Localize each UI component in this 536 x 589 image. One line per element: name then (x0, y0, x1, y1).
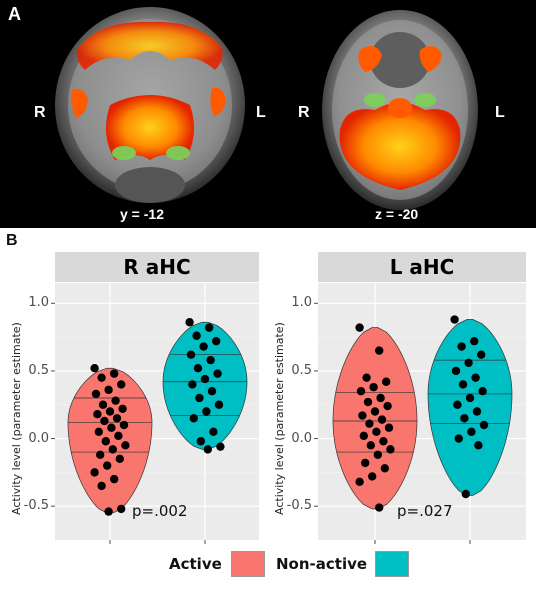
left-side-label-2: R (298, 104, 310, 121)
strip-title-l-ahc: L aHC (389, 255, 455, 279)
legend-swatch-active (231, 551, 265, 577)
y-tick-label: 0.5 (291, 362, 312, 378)
y-tick-label: -0.5 (23, 498, 49, 514)
panel-a-label: A (8, 4, 21, 24)
legend-label-non-active: Non-active (276, 555, 368, 573)
y-tick-label: 0.0 (291, 430, 312, 446)
coordinate-label-2: z = -20 (375, 206, 419, 222)
axial-slice (322, 10, 478, 210)
panel-b-label: B (6, 232, 18, 249)
y-tick-label: -0.5 (286, 498, 312, 514)
legend: Active Non-active (0, 547, 536, 581)
y-axis-label-l-ahc: Activity level (parameter estimate) (273, 322, 286, 515)
right-side-label-1: L (256, 104, 266, 121)
strip-l-ahc: L aHC (318, 252, 526, 282)
brain-images (55, 7, 478, 210)
legend-swatch-non-active (375, 551, 409, 577)
brain-images-panel: A (0, 0, 536, 228)
y-tick-label: 1.0 (28, 295, 49, 311)
coordinate-label-1: y = -12 (120, 206, 164, 222)
y-tick-label: 0.5 (28, 362, 49, 378)
coronal-slice (55, 7, 245, 203)
y-tick-label: 0.0 (28, 430, 49, 446)
p-value-l-ahc: p=.027 (397, 502, 453, 520)
strip-title-r-ahc: R aHC (123, 255, 191, 279)
legend-label-active: Active (169, 555, 222, 573)
p-value-r-ahc: p=.002 (132, 502, 188, 520)
strip-r-ahc: R aHC (55, 252, 259, 282)
y-tick-label: 1.0 (291, 295, 312, 311)
right-side-label-2: L (495, 104, 505, 121)
y-axis-label-r-ahc: Activity level (parameter estimate) (10, 322, 23, 515)
left-side-label-1: R (34, 104, 46, 121)
